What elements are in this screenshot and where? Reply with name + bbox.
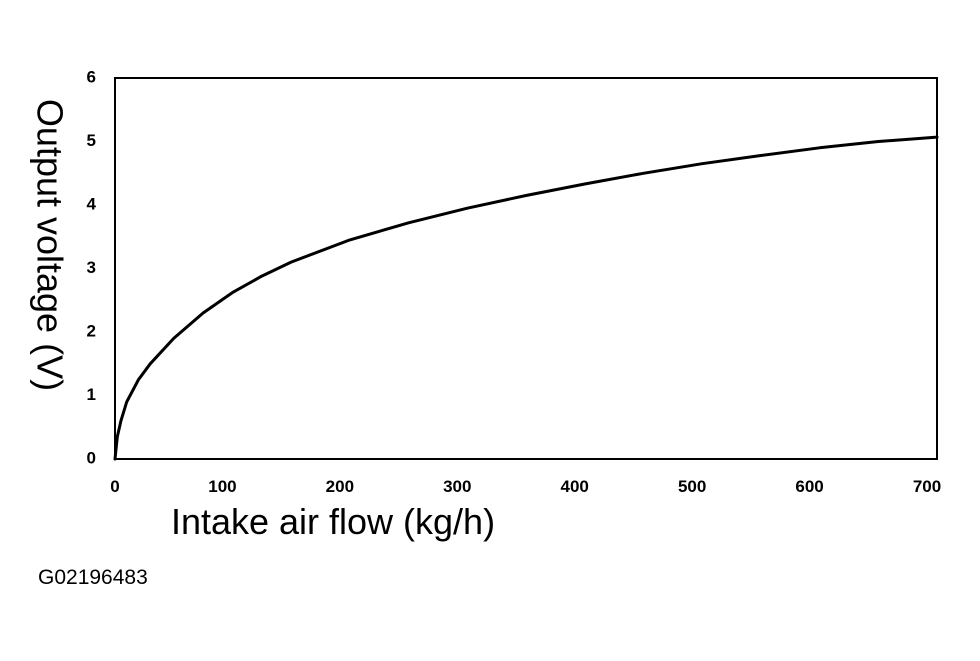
x-axis-ticks: 0 100 200 300 400 500 600 700 (110, 477, 941, 496)
x-tick-label: 400 (561, 477, 589, 496)
x-tick-label: 200 (326, 477, 354, 496)
x-tick-label: 600 (795, 477, 823, 496)
x-axis-label: Intake air flow (kg/h) (171, 501, 495, 542)
y-tick-label: 0 (87, 448, 96, 467)
y-tick-label: 6 (87, 67, 96, 86)
y-axis-ticks: 0 1 2 3 4 5 6 (87, 67, 97, 467)
x-tick-label: 700 (913, 477, 941, 496)
x-tick-label: 100 (208, 477, 236, 496)
y-tick-label: 2 (87, 321, 96, 340)
y-tick-label: 4 (87, 194, 97, 213)
plot-frame (114, 77, 938, 460)
series-line (113, 135, 939, 461)
figure-id: G02196483 (38, 566, 148, 589)
x-tick-label: 500 (678, 477, 706, 496)
y-tick-label: 5 (87, 131, 96, 150)
y-axis-label: Output voltage (V) (29, 99, 70, 391)
y-tick-label: 3 (87, 258, 96, 277)
y-tick-label: 1 (87, 385, 96, 404)
x-tick-label: 0 (110, 477, 119, 496)
x-tick-label: 300 (443, 477, 471, 496)
